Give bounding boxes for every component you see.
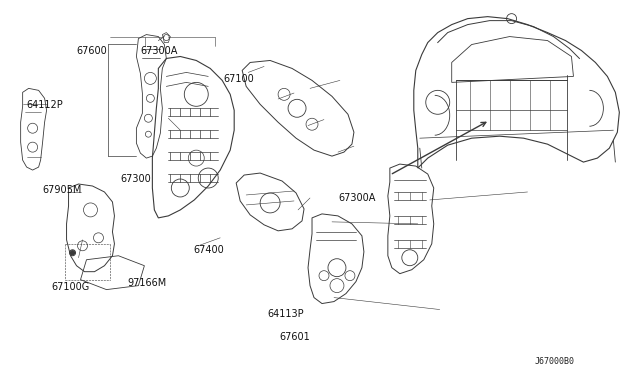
Text: 67100: 67100	[223, 74, 253, 84]
Text: 67300A: 67300A	[338, 193, 375, 203]
Text: 67100G: 67100G	[52, 282, 90, 292]
Text: 67601: 67601	[279, 332, 310, 342]
Text: 67300A: 67300A	[140, 46, 177, 56]
Text: 64112P: 64112P	[26, 100, 63, 110]
Text: 67600: 67600	[76, 46, 107, 56]
Text: J67000B0: J67000B0	[534, 357, 574, 366]
Text: 67400: 67400	[193, 245, 224, 255]
Text: 67905M: 67905M	[42, 186, 81, 195]
Circle shape	[70, 251, 74, 255]
Text: 67300: 67300	[121, 174, 152, 185]
Text: 64113P: 64113P	[268, 309, 304, 319]
Text: 97166M: 97166M	[127, 278, 166, 288]
